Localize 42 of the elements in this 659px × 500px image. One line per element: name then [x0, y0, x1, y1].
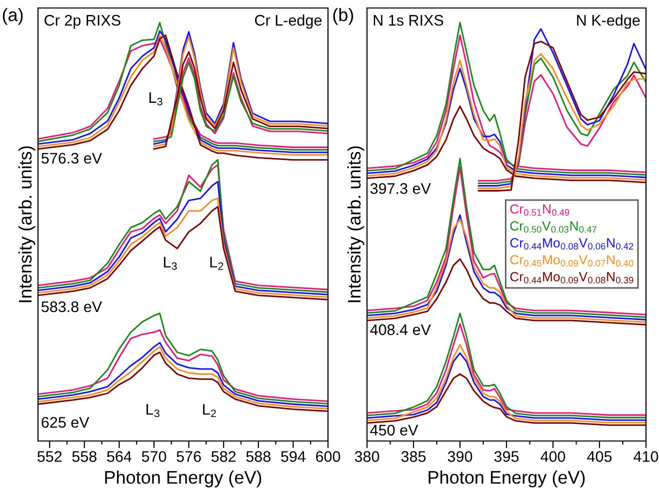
- x-tick-label: 594: [281, 451, 306, 462]
- x-tick-label: 600: [316, 451, 340, 462]
- annotation: 625 eV: [42, 416, 90, 428]
- x-tick-label: 564: [107, 451, 132, 462]
- x-tick-label: 582: [211, 451, 236, 462]
- annotation: L$_{2}$: [203, 404, 216, 418]
- x-tick-label: 410: [634, 451, 658, 462]
- y-axis-title: Intensity (arb. units): [347, 146, 364, 302]
- chart-title: (a): [2, 8, 23, 25]
- y-axis-title: Intensity (arb. units): [18, 146, 36, 302]
- annotation: Cr 2p RIXS: [44, 14, 120, 29]
- annotation: L$_{3}$: [164, 256, 177, 270]
- x-axis-title: Photon Energy (eV): [105, 470, 262, 488]
- x-tick-label: 390: [448, 451, 472, 462]
- text: Cr$_{0.50}$V$_{0.03}$N$_{0.47}$: [510, 221, 596, 233]
- annotation: 397.3 eV: [370, 183, 431, 194]
- text: Cr$_{0.44}$Mo$_{0.09}$V$_{0.08}$N$_{0.39}$: [510, 272, 634, 284]
- annotation: L$_{2}$: [210, 256, 224, 270]
- x-tick-label: 395: [494, 451, 519, 462]
- x-tick-label: 576: [176, 451, 201, 462]
- text: Cr$_{0.45}$Mo$_{0.09}$V$_{0.07}$N$_{0.40}$: [510, 255, 634, 266]
- annotation: 583.8 eV: [42, 301, 102, 312]
- annotation: 576.3 eV: [42, 152, 102, 164]
- annotation: N K-edge: [577, 14, 640, 29]
- x-axis-title: Photon Energy (eV): [428, 470, 585, 488]
- annotation: 408.4 eV: [370, 324, 431, 336]
- annotation: N 1s RIXS: [374, 14, 444, 26]
- x-tick-label: 405: [587, 451, 612, 462]
- x-tick-label: 588: [246, 451, 270, 462]
- annotation: Cr L-edge: [255, 14, 322, 29]
- annotation: 450 eV: [370, 424, 418, 436]
- annotation: L$_{3}$: [146, 404, 160, 418]
- x-tick-label: 380: [354, 451, 380, 462]
- x-tick-label: 570: [142, 451, 166, 462]
- text: Cr$_{0.51}$N$_{0.49}$: [510, 204, 570, 216]
- x-tick-label: 558: [72, 451, 96, 462]
- x-tick-label: 385: [401, 451, 426, 462]
- x-tick-label: 552: [37, 451, 62, 462]
- x-tick-label: 400: [540, 451, 566, 462]
- annotation: L$_{3}$: [149, 92, 162, 106]
- chart-title: (b): [333, 8, 354, 25]
- text: Cr$_{0.44}$Mo$_{0.08}$V$_{0.06}$N$_{0.42}$: [510, 238, 634, 250]
